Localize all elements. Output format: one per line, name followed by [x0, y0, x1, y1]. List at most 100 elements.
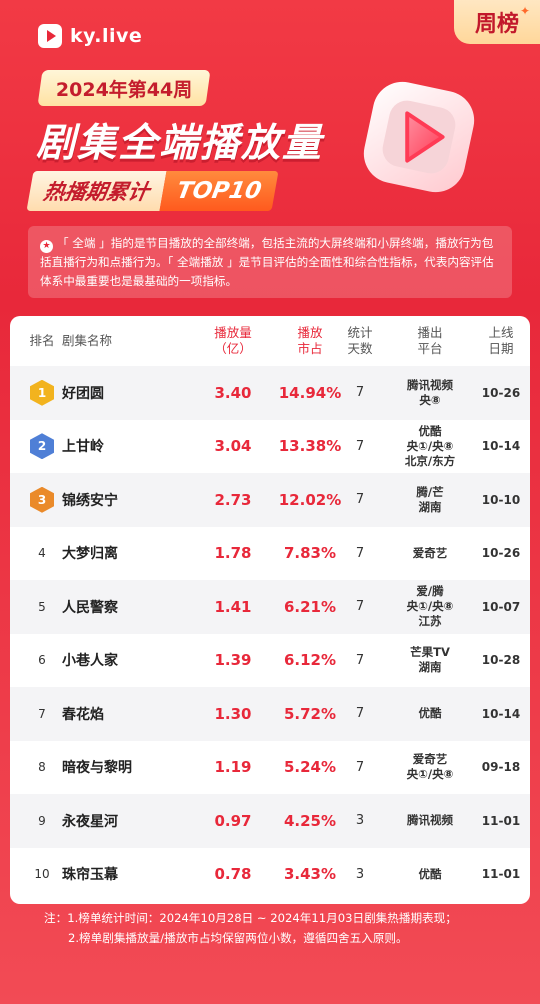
platform-line: 央①/央⑧	[406, 438, 454, 453]
drama-name: 珠帘玉幕	[62, 867, 118, 884]
rank-cell: 5	[22, 580, 62, 634]
star-icon: ★	[40, 240, 53, 253]
weekly-tag-label: 周榜	[474, 12, 519, 37]
rank-number: 10	[34, 867, 50, 882]
platform-line: 央①/央⑧	[406, 599, 454, 614]
footnote: 注：1.榜单统计时间：2024年10月28日 ~ 2024年11月03日剧集热播…	[44, 908, 524, 948]
subtitle-left: 热播期累计	[26, 171, 167, 211]
market-share: 4.25%	[283, 811, 337, 830]
table-row: 2 上甘岭 3.04 13.38% 7 优酷 央①/央⑧ 北京/东方 10-14	[10, 420, 530, 474]
table-row: 10 珠帘玉幕 0.78 3.43% 3 优酷 11-01	[10, 848, 530, 902]
rank-number: 5	[38, 599, 46, 614]
release-date: 10-14	[481, 439, 521, 454]
table-row: 6 小巷人家 1.39 6.12% 7 芒果TV 湖南 10-28	[10, 634, 530, 688]
rank-medal-icon: 3	[30, 486, 54, 513]
platform: 爱奇艺 央①/央⑧	[390, 741, 470, 795]
market-share: 13.38%	[278, 437, 342, 456]
market-share: 12.02%	[278, 490, 342, 509]
drama-name: 上甘岭	[62, 439, 104, 456]
platform-line: 腾/芒	[416, 484, 444, 499]
col-plays: 播放量 （亿）	[214, 325, 252, 356]
play-count: 1.41	[214, 597, 252, 616]
release-date: 10-28	[481, 653, 521, 668]
week-label: 2024年第44周	[56, 78, 193, 101]
week-badge: 2024年第44周	[37, 70, 211, 106]
rank-number: 7	[38, 706, 46, 721]
release-date: 10-26	[481, 546, 521, 561]
market-share: 5.24%	[283, 758, 337, 777]
release-date: 10-10	[481, 492, 521, 507]
platform-line: 湖南	[418, 499, 442, 514]
col-days: 统计 天数	[347, 325, 373, 356]
stat-days: 3	[355, 813, 365, 829]
play-count: 1.39	[214, 651, 252, 670]
drama-name: 暗夜与黎明	[62, 760, 132, 777]
intro-note: ★ 「 全端 」指的是节目播放的全部终端，包括主流的大屏终端和小屏终端，播放行为包…	[28, 226, 512, 298]
table-row: 9 永夜星河 0.97 4.25% 3 腾讯视频 11-01	[10, 794, 530, 848]
platform: 优酷	[390, 687, 470, 741]
ranking-table: 排名 剧集名称 播放量 （亿） 播放 市占 统计 天数 播出 平台 上线 日期 1 好团圆 3…	[10, 316, 530, 904]
intro-text: 「 全端 」指的是节目播放的全部终端，包括主流的大屏终端和小屏终端，播放行为包括…	[40, 236, 494, 288]
rank-cell: 4	[22, 527, 62, 581]
release-date: 11-01	[481, 867, 521, 882]
platform-line: 爱奇艺	[412, 545, 448, 560]
platform-line: 腾讯视频	[407, 377, 453, 392]
rank-cell: 1	[22, 366, 62, 420]
drama-name: 锦绣安宁	[62, 492, 118, 509]
platform: 爱/腾 央①/央⑧ 江苏	[390, 580, 470, 634]
platform: 腾讯视频 央⑧	[390, 366, 470, 420]
platform-line: 优酷	[418, 706, 442, 721]
stat-days: 7	[355, 706, 365, 722]
rank-number: 4	[38, 546, 46, 561]
col-rank: 排名	[29, 333, 55, 348]
rank-cell: 3	[22, 473, 62, 527]
footnote-line-2: 2.榜单剧集播放量/播放市占均保留两位小数，遵循四舍五入原则。	[68, 931, 408, 945]
release-date: 09-18	[481, 760, 521, 775]
play-count: 3.04	[214, 437, 252, 456]
rank-medal-icon: 1	[30, 379, 54, 406]
drama-name: 大梦归离	[62, 546, 118, 563]
drama-name: 人民警察	[62, 599, 118, 616]
table-header: 排名 剧集名称 播放量 （亿） 播放 市占 统计 天数 播出 平台 上线 日期	[10, 316, 530, 366]
table-row: 8 暗夜与黎明 1.19 5.24% 7 爱奇艺 央①/央⑧ 09-18	[10, 741, 530, 795]
play-logo-icon	[38, 24, 62, 48]
market-share: 6.21%	[283, 597, 337, 616]
drama-name: 永夜星河	[62, 813, 118, 830]
footnote-line-1: 注：1.榜单统计时间：2024年10月28日 ~ 2024年11月03日剧集热播…	[44, 911, 457, 925]
platform-line: 北京/东方	[404, 453, 456, 468]
brand-logo: ky.live	[38, 24, 142, 48]
stat-days: 7	[355, 385, 365, 401]
platform: 优酷 央①/央⑧ 北京/东方	[390, 420, 470, 474]
rank-number: 6	[38, 653, 46, 668]
table-row: 4 大梦归离 1.78 7.83% 7 爱奇艺 10-26	[10, 527, 530, 581]
table-row: 7 春花焰 1.30 5.72% 7 优酷 10-14	[10, 687, 530, 741]
drama-name: 春花焰	[62, 706, 104, 723]
release-date: 10-14	[481, 706, 521, 721]
market-share: 6.12%	[283, 651, 337, 670]
platform-line: 江苏	[418, 614, 442, 629]
platform-line: 优酷	[418, 866, 442, 881]
drama-name: 好团圆	[62, 385, 104, 402]
rank-cell: 9	[22, 794, 62, 848]
release-date: 10-26	[481, 385, 521, 400]
stat-days: 3	[355, 866, 365, 882]
market-share: 5.72%	[283, 704, 337, 723]
drama-name: 小巷人家	[62, 653, 118, 670]
subtitle-row: 热播期累计 TOP10	[26, 171, 279, 211]
stat-days: 7	[355, 759, 365, 775]
table-row: 1 好团圆 3.40 14.94% 7 腾讯视频 央⑧ 10-26	[10, 366, 530, 420]
release-date: 10-07	[481, 599, 521, 614]
platform-line: 央①/央⑧	[406, 767, 454, 782]
platform: 芒果TV 湖南	[390, 634, 470, 688]
table-row: 3 锦绣安宁 2.73 12.02% 7 腾/芒 湖南 10-10	[10, 473, 530, 527]
stat-days: 7	[355, 599, 365, 615]
hero-play-icon	[363, 81, 475, 193]
platform-line: 芒果TV	[410, 645, 450, 660]
platform: 优酷	[390, 848, 470, 902]
play-count: 1.30	[214, 704, 252, 723]
table-row: 5 人民警察 1.41 6.21% 7 爱/腾 央①/央⑧ 江苏 10-07	[10, 580, 530, 634]
brand-name: ky.live	[70, 25, 143, 47]
col-name: 剧集名称	[62, 333, 113, 348]
stat-days: 7	[355, 652, 365, 668]
stat-days: 7	[355, 545, 365, 561]
